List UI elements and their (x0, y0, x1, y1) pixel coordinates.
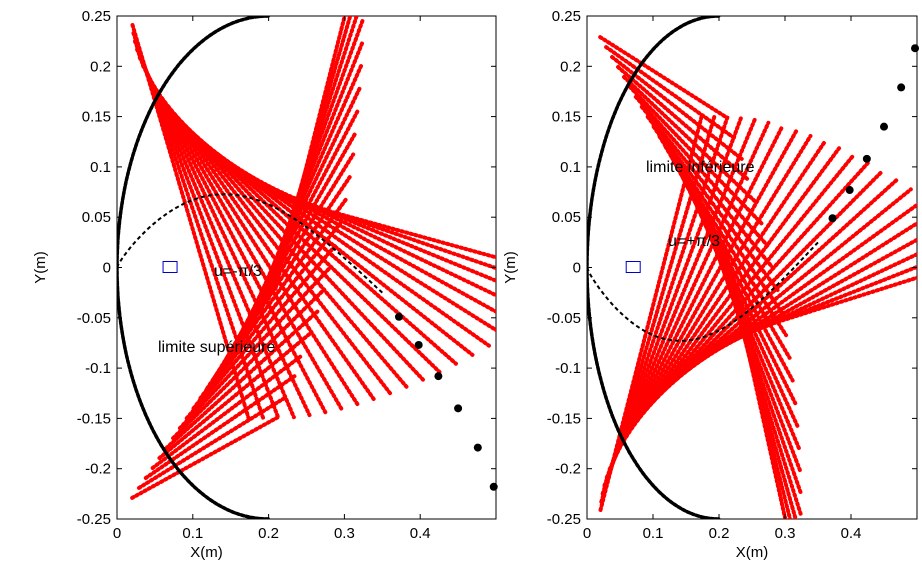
trajectory-ray (177, 265, 333, 431)
chart-panel-right: 0 0.1 0.2 0.3 0.4 0.25 0.2 0.15 0.1 0.05 0 -0.05 -0.… (502, 8, 920, 561)
trajectory-ray (171, 287, 327, 441)
chart-annotation: u=+π/3 (668, 233, 720, 250)
y-tick-label: 0 (573, 260, 581, 277)
data-point (862, 154, 871, 163)
trajectory-ray (598, 35, 729, 120)
x-tick-label: 0.2 (709, 525, 730, 542)
y-tick-label: -0.2 (555, 461, 581, 478)
data-point (880, 122, 888, 131)
trajectory-ray (645, 114, 780, 293)
y-tick-label: -0.05 (547, 310, 581, 327)
workspace-boundary-curve (587, 16, 721, 519)
chart-panel-left: 0 0.1 0.2 0.3 0.4 0.25 0.2 0.15 0.1 0.05 0 -0.05 -0.… (32, 8, 498, 561)
data-point (473, 443, 482, 452)
y-tick-label: -0.1 (555, 360, 581, 377)
trajectory-ray (633, 94, 770, 248)
x-tick-label: 0.2 (258, 525, 279, 542)
data-point (911, 44, 920, 53)
trajectory-ray (184, 242, 338, 421)
trajectory-ray (635, 153, 856, 423)
y-tick-label: -0.05 (77, 310, 111, 327)
y-tick-label: -0.25 (77, 511, 111, 528)
y-tick-label: 0.15 (82, 109, 111, 126)
trajectory-ray (172, 112, 425, 382)
x-axis-label: X(m) (190, 544, 223, 561)
trajectory-ray (157, 331, 313, 461)
y-tick-label: 0.1 (560, 159, 581, 176)
chart-annotation: u=-π/3 (214, 263, 262, 280)
origin-square-marker (625, 261, 641, 273)
chart-annotation: limite supérieure (158, 339, 275, 356)
trajectory-ray (624, 139, 827, 439)
trajectory-ray (136, 394, 289, 490)
data-point (897, 83, 906, 92)
x-tick-label: 0.1 (182, 525, 203, 542)
trajectory-ray (627, 84, 764, 226)
x-tick-label: 0 (583, 525, 591, 542)
y-axis-label: Y(m) (32, 251, 49, 284)
data-point (489, 482, 498, 491)
trajectory-ray (130, 415, 280, 500)
x-tick-label: 0.3 (334, 525, 355, 542)
y-tick-label: 0.1 (90, 159, 111, 176)
x-axis-label: X(m) (736, 544, 769, 561)
data-point (434, 372, 443, 381)
trajectory-ray (621, 74, 758, 204)
data-point (454, 404, 463, 413)
y-tick-label: 0.2 (560, 58, 581, 75)
trajectory-ray (639, 104, 775, 270)
trajectory-ray (150, 352, 305, 470)
y-tick-label: 0 (103, 260, 111, 277)
trajectory-ray (191, 220, 344, 411)
y-tick-label: 0.05 (82, 209, 111, 226)
inner-limit-curve (117, 193, 383, 294)
origin-square-marker (162, 261, 178, 273)
y-tick-label: -0.2 (85, 461, 111, 478)
workspace-boundary-curve (117, 16, 270, 519)
trajectory-ray (616, 65, 751, 183)
y-tick-label: -0.15 (77, 410, 111, 427)
trajectory-ray (604, 45, 737, 141)
data-point (828, 214, 837, 223)
y-tick-label: -0.15 (547, 410, 581, 427)
x-tick-label: 0.4 (410, 525, 431, 542)
x-tick-label: 0.1 (643, 525, 664, 542)
trajectory-ray (149, 80, 360, 407)
trajectory-ray (619, 133, 813, 447)
trajectory-ray (154, 88, 376, 402)
y-axis-label: Y(m) (502, 251, 519, 284)
trajectory-ray (159, 96, 393, 396)
inner-limit-curve (587, 241, 819, 342)
y-tick-label: -0.25 (547, 511, 581, 528)
y-tick-label: 0.25 (82, 8, 111, 25)
data-point (845, 186, 854, 195)
y-tick-label: 0.05 (552, 209, 581, 226)
data-point (414, 340, 423, 349)
trajectory-ray (164, 309, 320, 451)
y-tick-label: 0.2 (90, 58, 111, 75)
trajectory-ray (614, 128, 799, 455)
y-tick-label: 0.25 (552, 8, 581, 25)
trajectory-ray (144, 71, 344, 411)
trajectory-ray (607, 120, 771, 472)
trajectory-ray (722, 244, 788, 519)
x-tick-label: 0 (113, 525, 121, 542)
data-point (394, 312, 403, 321)
x-tick-label: 0.3 (775, 525, 796, 542)
y-tick-label: -0.1 (85, 360, 111, 377)
chart-annotation: limite inférieure (646, 159, 755, 176)
trajectory-ray (651, 124, 785, 315)
x-tick-label: 0.4 (841, 525, 862, 542)
y-tick-label: 0.15 (552, 109, 581, 126)
trajectory-ray (273, 16, 347, 291)
